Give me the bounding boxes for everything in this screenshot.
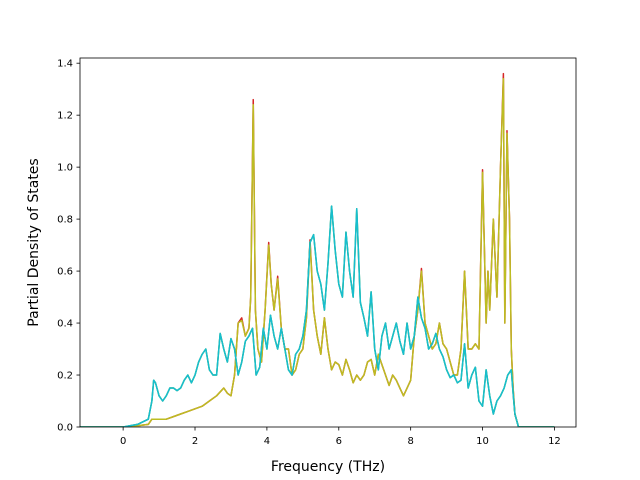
x-tick-label: 2: [192, 436, 198, 447]
y-axis-label: Partial Density of States: [26, 158, 42, 326]
x-tick-label: 4: [264, 436, 270, 447]
series-line-1: [80, 78, 555, 427]
y-tick-label: 0.4: [57, 319, 73, 330]
y-tick-label: 0.0: [57, 423, 73, 434]
x-axis-ticks: 0 2 4 6 8 10 12: [120, 427, 561, 447]
axes-frame: [79, 57, 577, 428]
x-tick-label: 8: [407, 436, 413, 447]
x-tick-label: 12: [548, 436, 561, 447]
y-axis-ticks: 0.0 0.2 0.4 0.6 0.8 1.0 1.2 1.4: [57, 59, 80, 434]
y-tick-label: 1.0: [57, 163, 73, 174]
series-line-3: [80, 205, 555, 427]
x-axis-label: Frequency (THz): [271, 459, 385, 475]
x-tick-label: 0: [120, 436, 126, 447]
plot-area: [80, 72, 555, 427]
y-tick-label: 0.6: [57, 267, 73, 278]
x-tick-label: 6: [336, 436, 342, 447]
y-tick-label: 0.2: [57, 371, 73, 382]
y-tick-label: 1.4: [57, 59, 73, 70]
y-tick-label: 1.2: [57, 111, 73, 122]
y-tick-label: 0.8: [57, 215, 73, 226]
x-tick-label: 10: [476, 436, 489, 447]
